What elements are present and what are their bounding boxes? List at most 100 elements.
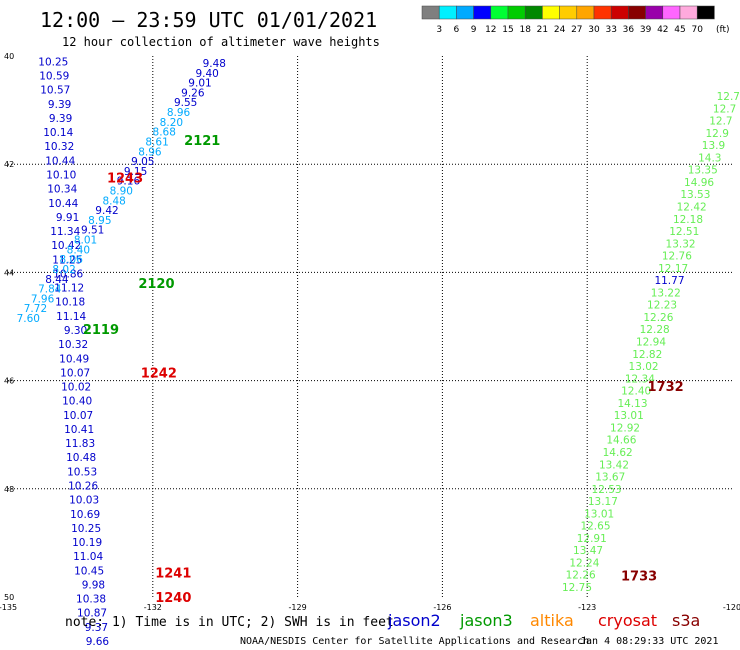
wave-height-label: 10.87 bbox=[77, 608, 107, 620]
satellite-name: s3a bbox=[672, 611, 700, 630]
wave-height-label: 10.69 bbox=[70, 509, 100, 521]
wave-height-label: 9.48 bbox=[203, 58, 226, 70]
legend-swatch bbox=[696, 5, 715, 20]
wave-height-label: 13.35 bbox=[688, 165, 718, 177]
wave-height-label: 10.40 bbox=[62, 396, 92, 408]
legend-swatch bbox=[559, 5, 578, 20]
legend-swatch bbox=[593, 5, 612, 20]
pass-label: 2121 bbox=[184, 134, 220, 149]
legend-swatch bbox=[628, 5, 646, 20]
map-subtitle: 12 hour collection of altimeter wave hei… bbox=[62, 35, 380, 49]
lon-label: -132 bbox=[144, 603, 162, 612]
wave-height-label: 10.49 bbox=[59, 353, 89, 365]
wave-height-tracks: 10.25 10.59 10.57 9.39 9.39 10.14 10.32 10.44 10… bbox=[17, 56, 740, 648]
map-grid: -135 -132 -129 -126 -123 -120 40 42 44 46 48 50 bbox=[0, 52, 740, 612]
legend-tick: 30 bbox=[588, 25, 600, 35]
legend-tick: 42 bbox=[657, 25, 668, 35]
wave-height-label: 10.57 bbox=[40, 85, 70, 97]
wave-height-label: 8.95 bbox=[88, 215, 111, 227]
wave-height-label: 9.15 bbox=[124, 166, 147, 178]
legend-tick: 12 bbox=[485, 25, 496, 35]
wave-height-label: 9.39 bbox=[48, 99, 71, 111]
legend-swatch bbox=[438, 5, 457, 20]
satellite-name: cryosat bbox=[598, 611, 657, 630]
lon-label: -120 bbox=[723, 603, 740, 612]
wave-height-label: 10.19 bbox=[72, 537, 102, 549]
wave-height-label: 11.77 bbox=[654, 275, 684, 287]
legend-swatch bbox=[610, 5, 629, 20]
wave-height-label: 10.07 bbox=[63, 410, 93, 422]
wave-height-label: 10.53 bbox=[67, 466, 97, 478]
wave-height-label: 9.40 bbox=[195, 68, 218, 80]
legend-tick: 21 bbox=[537, 25, 548, 35]
map-title: 12:00 – 23:59 UTC 01/01/2021 bbox=[40, 8, 377, 32]
legend-swatch bbox=[421, 5, 440, 20]
wave-height-label: 10.42 bbox=[51, 240, 81, 252]
wave-height-label: 9.66 bbox=[86, 636, 110, 648]
legend-tick: 27 bbox=[571, 25, 582, 35]
wave-height-label: 12.26 bbox=[643, 312, 673, 324]
footer-credit: NOAA/NESDIS Center for Satellite Applica… bbox=[240, 636, 589, 647]
lat-label: 50 bbox=[4, 593, 14, 602]
legend-swatch bbox=[576, 5, 595, 20]
legend-unit: (ft) bbox=[716, 25, 730, 35]
wave-height-label: 8.68 bbox=[153, 127, 176, 139]
wave-height-label: 14.62 bbox=[603, 447, 633, 459]
legend-tick: 6 bbox=[454, 25, 460, 35]
wave-height-label: 10.32 bbox=[44, 141, 74, 153]
legend-swatch bbox=[662, 5, 681, 20]
pass-label: 1242 bbox=[141, 366, 177, 381]
wave-height-label: 8.96 bbox=[167, 107, 191, 119]
wave-height-label: 12.34 bbox=[625, 373, 655, 385]
lat-label: 42 bbox=[4, 160, 14, 169]
wave-height-label: 12.7 bbox=[709, 116, 732, 128]
wave-height-label: 12.53 bbox=[592, 484, 622, 496]
lon-label: -126 bbox=[433, 603, 451, 612]
wave-height-label: 12.76 bbox=[662, 251, 692, 263]
wave-height-label: 14.3 bbox=[698, 152, 721, 164]
lat-label: 46 bbox=[4, 377, 14, 386]
wave-height-label: 10.07 bbox=[60, 367, 90, 379]
wave-height-label: 12.82 bbox=[632, 349, 662, 361]
wave-height-label: 13.47 bbox=[573, 545, 603, 557]
wave-height-label: 9.37 bbox=[85, 622, 108, 634]
legend-tick: 9 bbox=[471, 25, 477, 35]
wave-height-label: 10.38 bbox=[76, 594, 106, 606]
lat-label: 44 bbox=[4, 268, 14, 277]
wave-height-label: 12.17 bbox=[658, 263, 688, 275]
lat-label: 40 bbox=[4, 52, 14, 61]
wave-height-label: 10.18 bbox=[55, 297, 85, 309]
wave-height-label: 8.20 bbox=[160, 117, 183, 129]
legend-tick: 3 bbox=[436, 25, 442, 35]
legend-tick: 36 bbox=[623, 25, 635, 35]
wave-height-label: 7.72 bbox=[24, 303, 47, 315]
footer-timestamp: Jan 4 08:29:33 UTC 2021 bbox=[580, 636, 718, 647]
wave-height-label: 9.01 bbox=[188, 78, 211, 90]
legend-tick: 39 bbox=[640, 25, 652, 35]
legend-swatch bbox=[679, 5, 698, 20]
legend-swatch bbox=[456, 5, 474, 20]
wave-height-label: 12.9 bbox=[706, 128, 729, 140]
legend-tick: 18 bbox=[519, 25, 531, 35]
wave-height-label: 7.96 bbox=[31, 293, 55, 305]
wave-height-label: 13.53 bbox=[680, 189, 710, 201]
wave-height-label: 13.67 bbox=[595, 472, 625, 484]
pass-label: 1732 bbox=[648, 380, 684, 395]
wave-height-label: 8.61 bbox=[145, 136, 168, 148]
pass-label: 2120 bbox=[138, 277, 174, 292]
wave-height-label: 8.01 bbox=[74, 235, 97, 247]
wave-height-label: 13.9 bbox=[702, 140, 725, 152]
wave-height-label: 11.12 bbox=[54, 283, 84, 295]
wave-height-label: 9.05 bbox=[131, 156, 154, 168]
wave-height-label: 10.14 bbox=[43, 127, 73, 139]
wave-height-label: 12.18 bbox=[673, 214, 703, 226]
wave-height-label: 12.7 bbox=[717, 91, 740, 103]
wave-height-label: 14.13 bbox=[617, 398, 647, 410]
legend-swatch bbox=[645, 5, 664, 20]
wave-height-label: 10.59 bbox=[39, 71, 69, 83]
wave-height-label: 9.42 bbox=[95, 205, 118, 217]
wave-height-label: 10.44 bbox=[45, 155, 75, 167]
satellite-name: jason3 bbox=[459, 611, 513, 630]
